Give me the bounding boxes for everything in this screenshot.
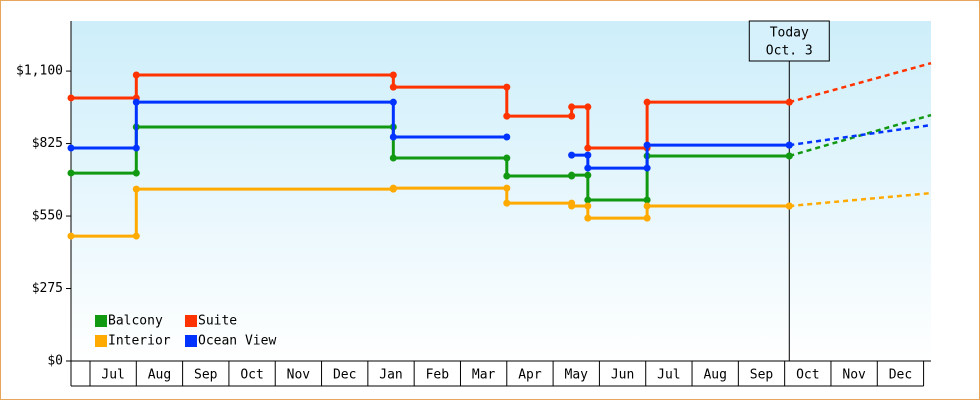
- x-tick-label: Dec: [333, 368, 356, 383]
- x-tick-label: Jul: [101, 368, 124, 383]
- point: [389, 133, 397, 141]
- point: [785, 202, 793, 210]
- y-tick-label: $1,100: [16, 64, 63, 79]
- point: [132, 71, 140, 79]
- x-tick-label: Nov: [287, 368, 311, 383]
- x-tick-label: Sep: [750, 368, 774, 383]
- point: [389, 98, 397, 106]
- x-tick-label: Mar: [472, 368, 496, 383]
- x-tick-label: Jun: [611, 368, 634, 383]
- point: [503, 184, 511, 192]
- point: [584, 103, 592, 111]
- point: [643, 202, 651, 210]
- point: [643, 141, 651, 149]
- point: [132, 185, 140, 193]
- y-tick-label: $0: [47, 354, 63, 369]
- point: [67, 232, 75, 240]
- point: [584, 214, 592, 222]
- point: [568, 202, 576, 210]
- y-tick-label: $825: [32, 136, 63, 151]
- today-box: [748, 20, 830, 62]
- point: [584, 144, 592, 152]
- x-tick-label: Aug: [148, 368, 171, 383]
- point: [584, 202, 592, 210]
- point: [389, 83, 397, 91]
- x-tick-label: May: [565, 368, 589, 383]
- point: [643, 214, 651, 222]
- projection: [789, 123, 932, 147]
- projection: [788, 113, 932, 158]
- x-tick-label: Oct: [796, 368, 819, 383]
- x-tick-label: Nov: [842, 368, 866, 383]
- x-tick-label: Oct: [240, 368, 263, 383]
- point: [503, 172, 511, 180]
- point: [389, 184, 397, 192]
- legend-label: Balcony: [108, 314, 163, 329]
- point: [785, 98, 793, 106]
- legend-swatch: [95, 335, 107, 347]
- point: [568, 112, 576, 120]
- y-tick-label: $550: [32, 209, 63, 224]
- point: [643, 196, 651, 204]
- point: [67, 94, 75, 102]
- point: [67, 144, 75, 152]
- point: [584, 196, 592, 204]
- point: [503, 154, 511, 162]
- legend-swatch: [185, 315, 197, 327]
- today-label: Oct. 3: [766, 44, 813, 59]
- y-tick-label: $275: [32, 281, 63, 296]
- x-tick-label: Jul: [657, 368, 680, 383]
- point: [67, 169, 75, 177]
- point: [568, 103, 576, 111]
- point: [643, 164, 651, 172]
- x-tick-label: Sep: [194, 368, 218, 383]
- point: [785, 152, 793, 160]
- x-tick-label: Feb: [426, 368, 450, 383]
- x-tick-label: Aug: [703, 368, 726, 383]
- projection: [789, 191, 932, 208]
- point: [132, 232, 140, 240]
- legend-label: Suite: [198, 314, 237, 329]
- point: [785, 141, 793, 149]
- x-tick-label: Apr: [518, 368, 542, 383]
- point: [132, 169, 140, 177]
- x-tick-label: Jan: [379, 368, 402, 383]
- point: [584, 151, 592, 159]
- legend-label: Ocean View: [198, 334, 276, 349]
- point: [389, 154, 397, 162]
- point: [389, 71, 397, 79]
- point: [132, 98, 140, 106]
- point: [132, 144, 140, 152]
- point: [568, 151, 576, 159]
- point: [503, 199, 511, 207]
- point: [503, 112, 511, 120]
- legend-swatch: [95, 315, 107, 327]
- point: [503, 133, 511, 141]
- point: [568, 171, 576, 179]
- plot-area: [71, 21, 931, 361]
- point: [643, 98, 651, 106]
- x-tick-label: Dec: [889, 368, 912, 383]
- today-label: Today: [770, 26, 809, 41]
- point: [584, 171, 592, 179]
- point: [584, 164, 592, 172]
- legend-label: Interior: [108, 334, 171, 349]
- legend-swatch: [185, 335, 197, 347]
- projection: [788, 61, 932, 104]
- point: [503, 83, 511, 91]
